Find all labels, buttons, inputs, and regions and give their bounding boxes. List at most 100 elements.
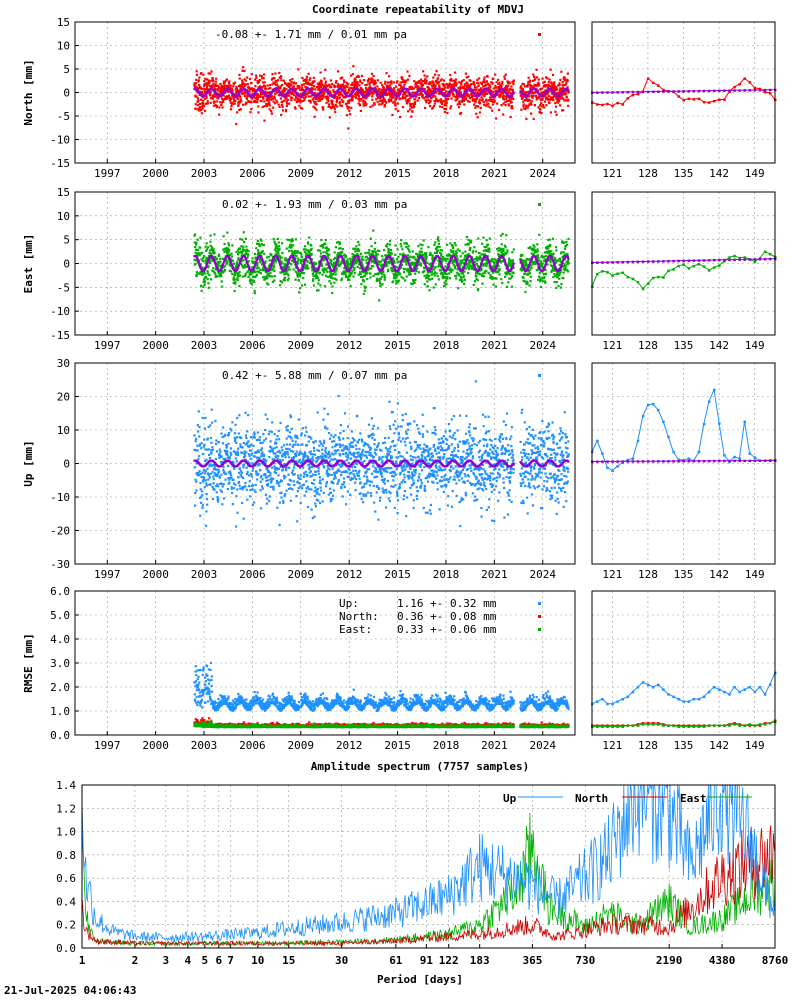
data-point [359, 80, 362, 83]
data-point [209, 234, 212, 237]
data-point [294, 107, 297, 110]
data-point [558, 82, 561, 85]
data-point [315, 86, 318, 89]
data-point [490, 90, 493, 93]
data-point [272, 100, 275, 103]
data-point [276, 237, 279, 241]
data-point [378, 299, 381, 302]
data-point [279, 75, 283, 78]
panel-1: 1997 2000 2003 2006 2009 2012 2015 2018 2021 2024… [22, 186, 576, 352]
data-point [382, 86, 385, 90]
data-point [462, 96, 465, 100]
data-point [413, 102, 417, 106]
data-point [446, 111, 449, 115]
data-point [275, 243, 278, 246]
data-point [446, 83, 449, 86]
data-point [520, 108, 523, 111]
data-point [334, 246, 338, 249]
data-point [460, 86, 463, 89]
data-point [500, 103, 503, 107]
zoom-model-point [753, 88, 757, 92]
data-point [406, 78, 410, 81]
data-point [298, 104, 301, 107]
data-point [467, 75, 470, 78]
data-point [489, 106, 492, 109]
data-point [259, 272, 263, 275]
data-point [363, 274, 367, 278]
data-point [238, 73, 241, 76]
data-point [424, 77, 427, 80]
data-point [479, 81, 482, 84]
data-point [328, 103, 331, 106]
data-point [384, 82, 387, 85]
data-point [240, 86, 243, 90]
data-point [481, 99, 484, 102]
data-point [487, 105, 490, 108]
zoom-model-point [743, 89, 746, 92]
data-point [339, 90, 342, 93]
data-point [235, 261, 239, 264]
data-point [558, 99, 561, 103]
data-point [443, 103, 446, 107]
data-point [436, 81, 440, 84]
data-point [348, 89, 351, 92]
data-point [419, 93, 422, 96]
data-point [368, 85, 372, 88]
data-point [244, 79, 247, 82]
data-point [231, 272, 234, 276]
zoom-series-point [652, 81, 655, 85]
data-point [314, 262, 318, 265]
data-point [490, 98, 493, 101]
data-point [199, 106, 202, 109]
data-point [346, 91, 349, 94]
data-point [212, 82, 215, 85]
data-point [284, 108, 288, 112]
data-point [253, 99, 256, 103]
data-point [426, 90, 429, 93]
data-point [559, 104, 562, 107]
data-point [438, 86, 441, 89]
data-point [388, 243, 392, 246]
data-point [276, 101, 279, 104]
data-point [285, 102, 289, 105]
data-point [341, 83, 344, 86]
data-point [215, 104, 219, 108]
data-point [455, 82, 458, 85]
data-point [468, 100, 471, 103]
data-point [321, 273, 324, 276]
data-point [551, 73, 555, 77]
data-point [195, 73, 198, 77]
data-point [321, 93, 324, 96]
data-point [263, 81, 266, 84]
data-point [404, 279, 407, 282]
zoom-model-point [713, 89, 716, 93]
data-point [454, 78, 458, 81]
data-point [225, 261, 228, 264]
data-point [300, 88, 303, 92]
data-point [341, 76, 344, 79]
data-point [442, 82, 445, 86]
data-point [288, 94, 291, 97]
data-point [251, 257, 254, 260]
data-point [428, 102, 431, 105]
zoom-model-point [631, 90, 635, 94]
data-point [351, 81, 354, 85]
data-points [193, 65, 570, 130]
data-point [257, 111, 260, 114]
zoom-model-point [687, 90, 691, 93]
data-point [320, 91, 324, 94]
data-point [331, 99, 334, 102]
data-point [371, 95, 374, 98]
data-point [362, 99, 365, 102]
data-point [222, 98, 225, 102]
data-point [352, 95, 355, 98]
data-point [336, 105, 339, 108]
data-point [511, 89, 515, 92]
data-point [547, 81, 550, 84]
data-point [239, 108, 243, 111]
data-point [324, 82, 327, 85]
data-point [558, 89, 561, 92]
data-point [372, 75, 375, 78]
data-point [567, 104, 570, 107]
data-point [429, 91, 432, 94]
